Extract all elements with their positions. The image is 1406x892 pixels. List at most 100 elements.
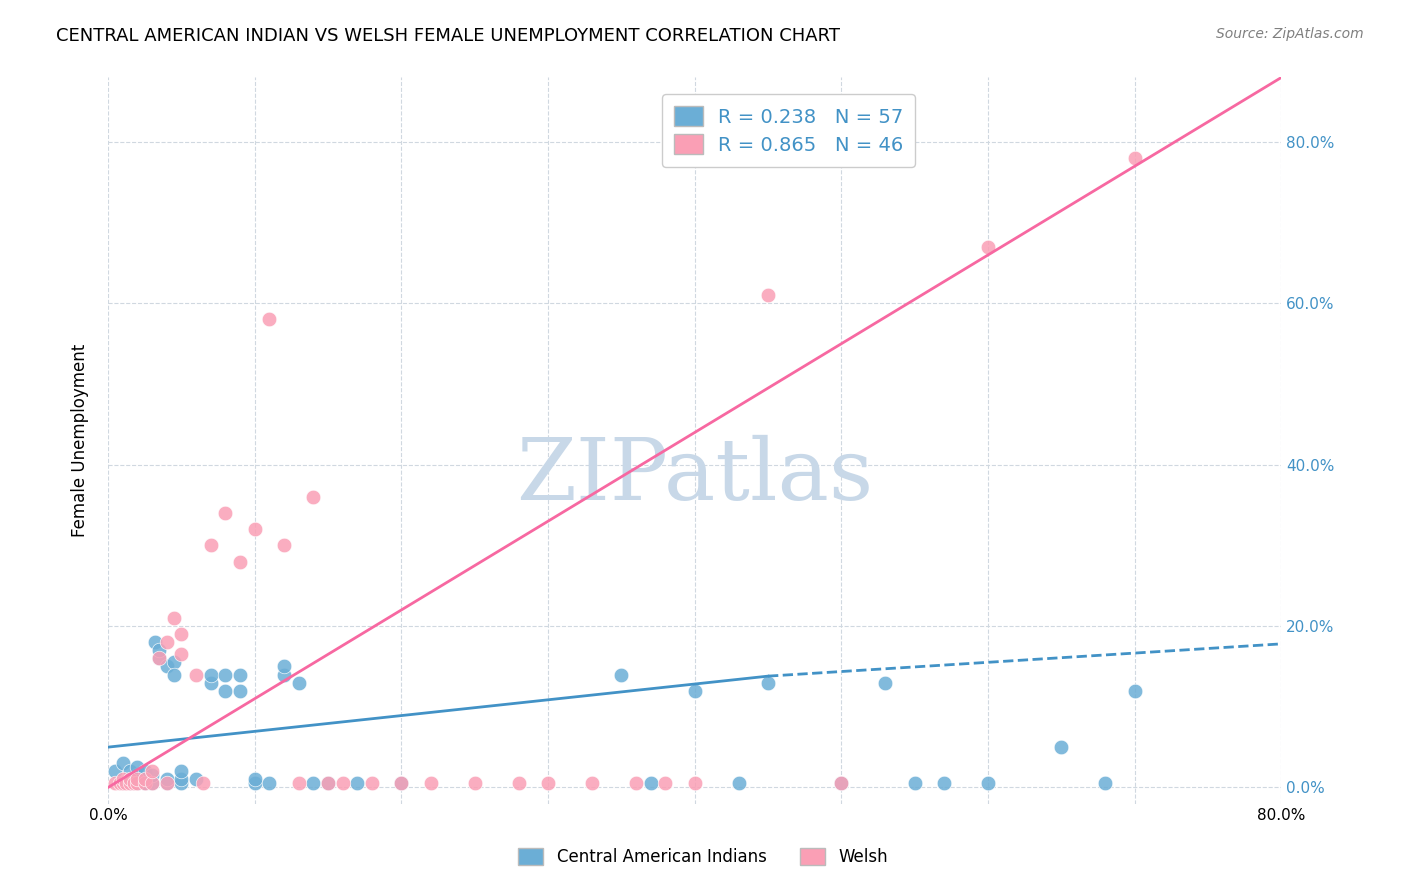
Point <box>389 776 412 790</box>
Point <box>127 772 149 787</box>
Point <box>756 288 779 302</box>
Point <box>683 683 706 698</box>
Point <box>170 648 193 662</box>
Point <box>229 555 252 569</box>
Point <box>830 776 852 790</box>
Point <box>170 627 193 641</box>
Point <box>1123 151 1146 165</box>
Point <box>163 611 186 625</box>
Point <box>141 776 163 790</box>
Point <box>200 538 222 552</box>
Point <box>1123 683 1146 698</box>
Point <box>200 667 222 681</box>
Point <box>302 490 325 504</box>
Point <box>134 776 156 790</box>
Point <box>904 776 927 790</box>
Point <box>148 643 170 657</box>
Point <box>214 506 236 520</box>
Point <box>581 776 603 790</box>
Point <box>624 776 647 790</box>
Point <box>143 635 166 649</box>
Point <box>654 776 676 790</box>
Point <box>273 538 295 552</box>
Point <box>302 776 325 790</box>
Point <box>104 764 127 779</box>
Point <box>127 760 149 774</box>
Point <box>389 776 412 790</box>
Point <box>163 667 186 681</box>
Point <box>134 772 156 787</box>
Point <box>243 772 266 787</box>
Point <box>287 675 309 690</box>
Point <box>200 675 222 690</box>
Point <box>134 776 156 790</box>
Point <box>287 776 309 790</box>
Point <box>640 776 662 790</box>
Point <box>214 683 236 698</box>
Point <box>1094 776 1116 790</box>
Point <box>830 776 852 790</box>
Point <box>111 772 134 787</box>
Point <box>156 772 179 787</box>
Point <box>508 776 530 790</box>
Point <box>273 667 295 681</box>
Point <box>170 772 193 787</box>
Point <box>464 776 486 790</box>
Point <box>156 659 179 673</box>
Point <box>193 776 215 790</box>
Point <box>346 776 368 790</box>
Legend: Central American Indians, Welsh: Central American Indians, Welsh <box>510 840 896 875</box>
Point <box>243 776 266 790</box>
Text: Source: ZipAtlas.com: Source: ZipAtlas.com <box>1216 27 1364 41</box>
Text: ZIPatlas: ZIPatlas <box>516 435 873 518</box>
Point <box>316 776 339 790</box>
Point <box>977 776 1000 790</box>
Point <box>141 768 163 782</box>
Point <box>156 776 179 790</box>
Point <box>148 651 170 665</box>
Point <box>163 656 186 670</box>
Point <box>537 776 560 790</box>
Point <box>229 683 252 698</box>
Point <box>111 776 134 790</box>
Text: CENTRAL AMERICAN INDIAN VS WELSH FEMALE UNEMPLOYMENT CORRELATION CHART: CENTRAL AMERICAN INDIAN VS WELSH FEMALE … <box>56 27 841 45</box>
Point <box>141 776 163 790</box>
Point <box>118 776 141 790</box>
Point <box>127 772 149 787</box>
Point <box>259 312 281 326</box>
Point <box>170 776 193 790</box>
Point <box>118 772 141 787</box>
Point <box>977 240 1000 254</box>
Point <box>108 776 131 790</box>
Point <box>156 776 179 790</box>
Point <box>1050 740 1073 755</box>
Point <box>134 772 156 787</box>
Point <box>111 776 134 790</box>
Point <box>229 667 252 681</box>
Y-axis label: Female Unemployment: Female Unemployment <box>72 344 89 537</box>
Point <box>214 667 236 681</box>
Point <box>141 764 163 779</box>
Point <box>124 776 146 790</box>
Point <box>610 667 633 681</box>
Point <box>727 776 749 790</box>
Point <box>361 776 384 790</box>
Point <box>170 764 193 779</box>
Point <box>118 764 141 779</box>
Point <box>316 776 339 790</box>
Point <box>104 776 127 790</box>
Point <box>148 651 170 665</box>
Point <box>127 768 149 782</box>
Point <box>419 776 441 790</box>
Point <box>127 776 149 790</box>
Point <box>932 776 955 790</box>
Point <box>127 776 149 790</box>
Legend: R = 0.238   N = 57, R = 0.865   N = 46: R = 0.238 N = 57, R = 0.865 N = 46 <box>662 95 915 167</box>
Point <box>683 776 706 790</box>
Point <box>156 635 179 649</box>
Point <box>259 776 281 790</box>
Point <box>111 756 134 771</box>
Point <box>124 776 146 790</box>
Point <box>184 667 207 681</box>
Point <box>134 764 156 779</box>
